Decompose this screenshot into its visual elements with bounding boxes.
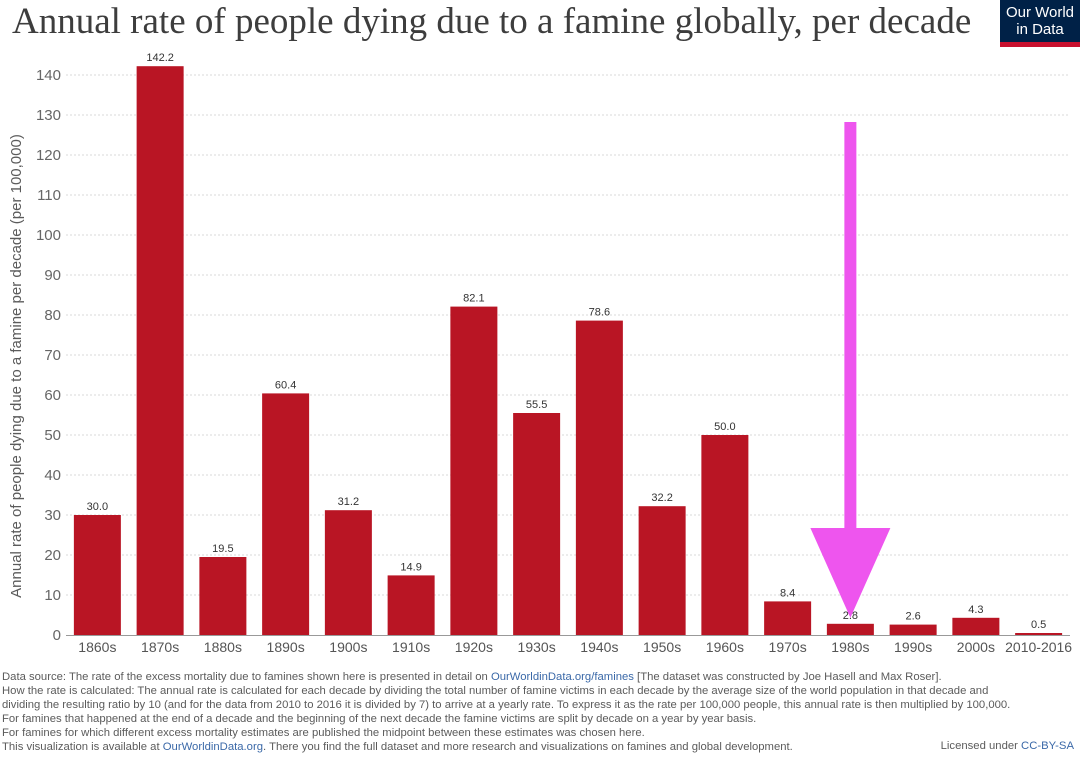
y-tick-label: 70 — [44, 347, 61, 364]
owid-link[interactable]: OurWorldinData.org — [162, 741, 263, 753]
split-note: For famines that happened at the end of … — [2, 713, 757, 725]
data-label: 55.5 — [526, 399, 547, 411]
bar-2000s[interactable] — [952, 617, 1000, 635]
x-tick-label: 1890s — [267, 639, 305, 655]
x-tick-label: 1970s — [769, 639, 807, 655]
y-tick-label: 140 — [36, 67, 61, 84]
x-tick-label: 1920s — [455, 639, 493, 655]
bar-chart: 0 10 20 30 40 50 60 70 80 90 100 110 120 130 140 Annua… — [8, 52, 1072, 655]
y-tick-label: 40 — [44, 467, 61, 484]
x-tick-label: 2010-2016 — [1005, 639, 1072, 655]
x-axis-labels: 1860s 1870s 1880s 1890s 1900s 1910s 1920s 1930s… — [78, 639, 1072, 655]
annotation-arrow — [810, 122, 891, 618]
data-label: 82.1 — [463, 293, 484, 305]
y-tick-label: 130 — [36, 107, 61, 124]
data-label: 32.2 — [651, 492, 672, 504]
y-tick-label: 10 — [44, 587, 61, 604]
bar-1920s[interactable] — [450, 306, 498, 635]
bar-1990s[interactable] — [889, 624, 937, 635]
y-tick-label: 50 — [44, 427, 61, 444]
data-label: 0.5 — [1031, 619, 1046, 631]
data-label: 31.2 — [338, 496, 359, 508]
x-tick-label: 1990s — [894, 639, 932, 655]
data-label: 14.9 — [400, 561, 421, 573]
source-note: Data source: The rate of the excess mort… — [2, 671, 942, 683]
x-tick-label: 1980s — [831, 639, 869, 655]
chart-title: Annual rate of people dying due to a fam… — [12, 1, 972, 42]
bars: 30.0 142.2 19.5 60.4 31.2 14.9 82.1 55.5 78.6 32.… — [73, 52, 1063, 635]
availability-note: This visualization is available at OurWo… — [2, 741, 793, 753]
y-tick-label: 20 — [44, 547, 61, 564]
y-tick-label: 0 — [53, 627, 61, 644]
data-label: 8.4 — [780, 587, 795, 599]
method-note-1: How the rate is calculated: The annual r… — [2, 685, 989, 697]
x-tick-label: 1930s — [518, 639, 556, 655]
logo-line-2: in Data — [1016, 21, 1064, 38]
gridlines — [66, 74, 1070, 596]
bar-1930s[interactable] — [513, 413, 561, 635]
data-label: 50.0 — [714, 421, 735, 433]
data-label: 142.2 — [146, 52, 174, 64]
y-tick-label: 80 — [44, 307, 61, 324]
bar-2010-2016[interactable] — [1015, 633, 1063, 635]
y-tick-label: 90 — [44, 267, 61, 284]
data-label: 30.0 — [87, 501, 108, 513]
x-tick-label: 1870s — [141, 639, 179, 655]
x-tick-label: 1960s — [706, 639, 744, 655]
x-tick-label: 1910s — [392, 639, 430, 655]
data-label: 4.3 — [968, 604, 983, 616]
license-link[interactable]: CC-BY-SA — [1021, 740, 1074, 752]
bar-1970s[interactable] — [764, 601, 812, 635]
bar-1950s[interactable] — [638, 506, 686, 635]
y-tick-label: 120 — [36, 147, 61, 164]
bar-1890s[interactable] — [262, 393, 310, 635]
owid-logo[interactable]: Our World in Data — [1000, 0, 1080, 47]
bar-1940s[interactable] — [575, 320, 623, 635]
logo-accent-bar — [1000, 42, 1080, 47]
y-tick-label: 30 — [44, 507, 61, 524]
x-tick-label: 1940s — [580, 639, 618, 655]
data-label: 78.6 — [589, 307, 610, 319]
y-axis-label: Annual rate of people dying due to a fam… — [8, 134, 25, 598]
y-tick-label: 60 — [44, 387, 61, 404]
x-tick-label: 1950s — [643, 639, 681, 655]
data-label: 2.6 — [905, 611, 920, 623]
data-label: 19.5 — [212, 543, 233, 555]
bar-1880s[interactable] — [199, 557, 247, 635]
bar-1910s[interactable] — [387, 575, 435, 635]
y-tick-label: 100 — [36, 227, 61, 244]
logo-line-1: Our World — [1005, 4, 1075, 21]
x-tick-label: 1880s — [204, 639, 242, 655]
x-tick-label: 1900s — [329, 639, 367, 655]
y-axis-ticks: 0 10 20 30 40 50 60 70 80 90 100 110 120 130 140 — [36, 67, 61, 644]
data-label: 60.4 — [275, 379, 296, 391]
bar-1960s[interactable] — [701, 435, 749, 635]
bar-1900s[interactable] — [324, 510, 372, 635]
bar-1860s[interactable] — [73, 515, 121, 635]
x-tick-label: 1860s — [78, 639, 116, 655]
bar-1980s[interactable] — [826, 623, 874, 635]
footnotes: Data source: The rate of the excess mort… — [2, 670, 1078, 754]
famines-link[interactable]: OurWorldinData.org/famines — [490, 671, 634, 683]
method-note-2: dividing the resulting ratio by 10 (and … — [2, 699, 1011, 711]
x-tick-label: 2000s — [957, 639, 995, 655]
license-note: Licensed under CC-BY-SA — [940, 740, 1074, 752]
y-tick-label: 110 — [37, 187, 61, 204]
midpoint-note: For famines for which different excess m… — [2, 727, 645, 739]
bar-1870s[interactable] — [136, 66, 184, 635]
